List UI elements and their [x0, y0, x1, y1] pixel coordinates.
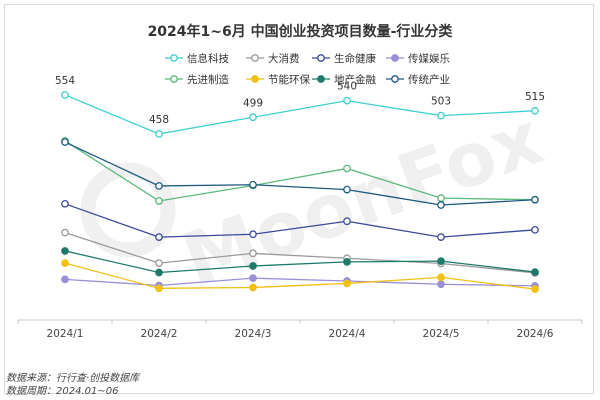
data-point[interactable]: [61, 247, 69, 255]
data-point[interactable]: [155, 130, 163, 138]
data-point[interactable]: [249, 249, 257, 258]
legend-label: 大消费: [268, 52, 300, 65]
data-point[interactable]: [437, 273, 445, 282]
series-line: [64, 232, 536, 274]
x-tick-label: 2024/6: [517, 328, 554, 340]
data-point[interactable]: [249, 262, 257, 270]
legend-label: 地产金融: [334, 73, 376, 86]
legend-marker: [170, 75, 178, 83]
data-point[interactable]: [155, 197, 163, 205]
data-point[interactable]: [343, 164, 351, 173]
series-line: [64, 262, 536, 290]
data-point[interactable]: [155, 268, 163, 277]
legend-item[interactable]: 传媒娱乐: [386, 52, 450, 65]
legend-marker: [317, 75, 325, 83]
series-line: [64, 141, 536, 206]
data-point[interactable]: [531, 285, 539, 293]
data-point[interactable]: [61, 91, 69, 99]
data-point[interactable]: [249, 283, 257, 292]
series-信息科技: [61, 91, 539, 138]
data-point[interactable]: [437, 280, 445, 289]
data-label: 503: [431, 96, 451, 108]
legend-label: 生命健康: [334, 52, 376, 65]
data-point[interactable]: [531, 268, 539, 276]
data-label: 515: [525, 91, 545, 103]
data-point[interactable]: [437, 194, 445, 202]
series-大消费: [61, 228, 539, 277]
data-point[interactable]: [343, 279, 351, 288]
data-point[interactable]: [249, 230, 257, 239]
legend-label: 传媒娱乐: [408, 52, 450, 65]
series-line: [64, 94, 536, 135]
legend-item[interactable]: 信息科技: [165, 52, 229, 65]
series-line: [64, 203, 536, 238]
data-point[interactable]: [61, 138, 69, 146]
data-label: 499: [243, 97, 263, 109]
data-point[interactable]: [343, 96, 351, 105]
legend-item[interactable]: 大消费: [246, 52, 300, 65]
x-tick-label: 2024/3: [235, 328, 272, 340]
x-tick-label: 2024/2: [141, 328, 178, 340]
data-point[interactable]: [531, 225, 539, 234]
series-layer: [61, 91, 539, 293]
series-节能环保: [61, 259, 539, 293]
data-point[interactable]: [155, 259, 163, 267]
legend-item[interactable]: 生命健康: [312, 52, 376, 65]
series-line: [64, 140, 536, 202]
legend-item[interactable]: 传统产业: [386, 73, 450, 86]
x-tick-label: 2024/5: [423, 328, 460, 340]
legend-marker: [317, 54, 325, 62]
data-point[interactable]: [155, 233, 163, 241]
data-point[interactable]: [437, 201, 445, 209]
data-point[interactable]: [61, 275, 69, 284]
chart-title: 2024年1~6月 中国创业投资项目数量-行业分类: [148, 23, 454, 40]
legend-marker: [251, 54, 259, 62]
legend-item[interactable]: 地产金融: [312, 73, 376, 86]
legend-item[interactable]: 先进制造: [165, 73, 229, 86]
legend-label: 节能环保: [268, 73, 310, 86]
data-point[interactable]: [249, 274, 257, 283]
data-point[interactable]: [249, 113, 257, 122]
data-point[interactable]: [437, 111, 445, 120]
x-axis-ticks: 2024/1 2024/2 2024/3 2024/4 2024/5 2024/6: [17, 320, 583, 340]
legend-marker: [251, 75, 259, 83]
data-point[interactable]: [155, 284, 163, 293]
data-point[interactable]: [61, 228, 69, 237]
data-point[interactable]: [249, 180, 257, 189]
x-tick-label: 2024/1: [47, 328, 84, 340]
data-labels: 554 458 499 540 503 515: [55, 75, 545, 126]
data-point[interactable]: [61, 199, 69, 208]
legend-item[interactable]: 节能环保: [246, 73, 310, 86]
data-point[interactable]: [343, 258, 351, 266]
series-生命健康: [61, 199, 539, 241]
series-传统产业: [61, 138, 539, 209]
data-point[interactable]: [61, 259, 69, 267]
chart-frame: [4, 4, 594, 394]
legend-marker: [170, 54, 178, 62]
data-point[interactable]: [343, 217, 351, 226]
legend-label: 信息科技: [187, 52, 229, 65]
legend-label: 先进制造: [187, 73, 229, 86]
data-label: 554: [55, 75, 75, 87]
data-label: 458: [149, 114, 169, 126]
legend-label: 传统产业: [408, 73, 450, 86]
data-point[interactable]: [437, 257, 445, 265]
data-label: 540: [337, 81, 357, 93]
series-line: [64, 250, 536, 274]
data-point[interactable]: [155, 182, 163, 190]
period-label: 数据周期：2024.01~06: [6, 385, 118, 397]
source-label: 数据来源：行行查·创投数据库: [6, 372, 141, 384]
data-point[interactable]: [531, 106, 539, 115]
data-point[interactable]: [531, 195, 539, 204]
series-地产金融: [61, 247, 539, 277]
data-point[interactable]: [343, 185, 351, 194]
data-point[interactable]: [437, 233, 445, 241]
legend-marker: [391, 75, 399, 83]
legend-marker: [391, 54, 399, 62]
x-tick-label: 2024/4: [329, 328, 366, 340]
